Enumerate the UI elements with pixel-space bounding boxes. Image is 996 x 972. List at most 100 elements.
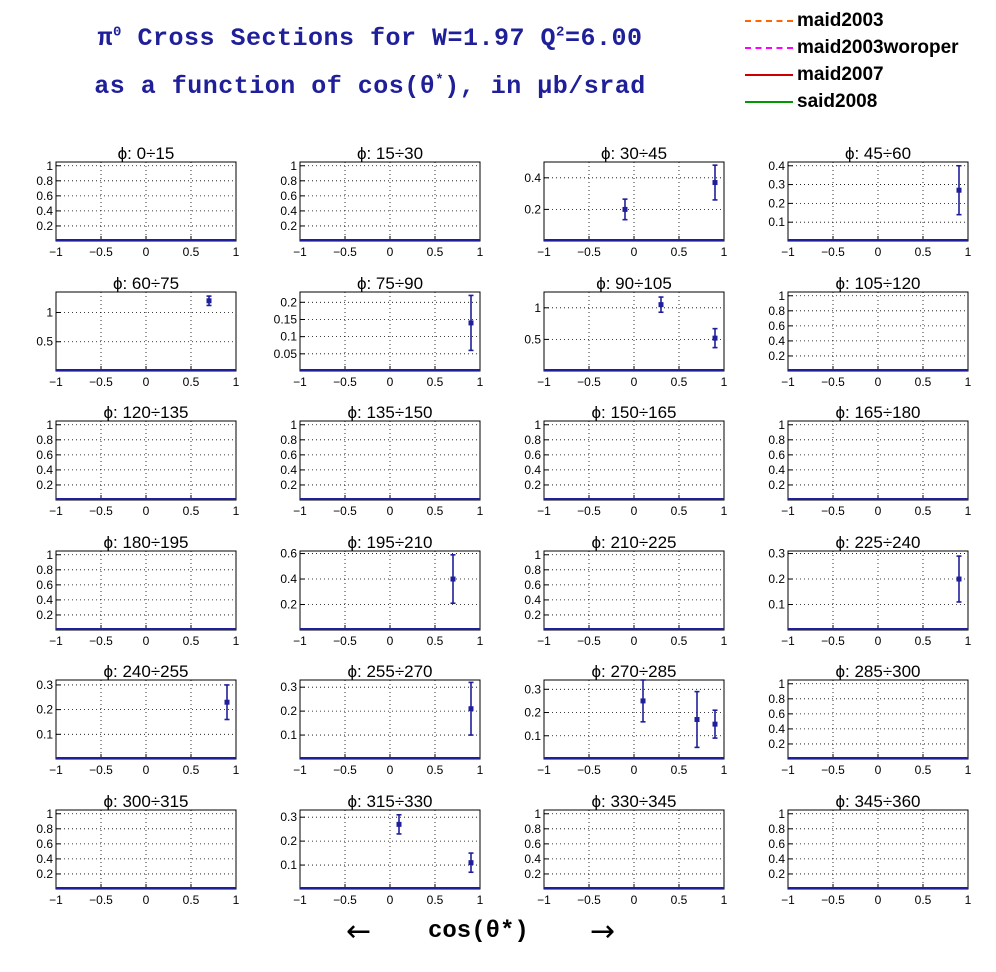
x-tick-label: 0 [875,504,882,518]
y-tick-label: 1 [778,807,785,821]
panel-2: ϕ: 30÷45 −1 −0.5 0 0.5 1 0.2 0.4 [524,144,727,259]
x-tick-label: −0.5 [89,504,113,518]
x-tick-label: −1 [293,634,307,648]
y-tick-label: 1 [778,677,785,691]
y-tick-label: 0.2 [36,478,53,492]
x-tick-label: −1 [537,893,551,907]
x-tick-label: 0.5 [915,763,932,777]
panel-frame [543,809,725,890]
x-tick-label: −0.5 [577,504,601,518]
data-point [712,335,718,341]
data-point [224,699,230,705]
x-tick-label: 0.5 [183,893,200,907]
legend-swatch-said2008 [745,101,793,103]
y-tick-label: 0.4 [768,463,785,477]
title-line2-unit: ), in μb/srad [444,72,646,101]
x-tick-label: 1 [233,245,240,259]
panel-frame [787,809,969,890]
x-tick-label: −1 [293,504,307,518]
x-tick-label: 0 [631,375,638,389]
x-tick-label: 0.5 [427,763,444,777]
panel-13: ϕ: 195÷210 −1 −0.5 0 0.5 1 0.2 0.4 0.6 [280,533,483,648]
panel-frame [543,161,725,242]
y-tick-label: 0.8 [36,433,53,447]
y-tick-label: 1 [290,418,297,432]
y-tick-label: 0.2 [280,704,297,718]
y-tick-label: 0.4 [280,463,297,477]
panel-14: ϕ: 210÷225−1 −0.5 0 0.5 10.20.40.60.81 [524,533,727,648]
x-tick-label: 0 [875,245,882,259]
y-tick-label: 1 [778,289,785,303]
y-tick-label: 0.1 [768,215,785,229]
x-tick-label: 1 [477,763,484,777]
x-tick-label: −1 [781,763,795,777]
legend-entry-said2008: said2008 [745,89,990,116]
x-tick-label: 1 [721,893,728,907]
legend-label-maid2007: maid2007 [797,64,884,85]
y-tick-label: 0.2 [280,834,297,848]
x-tick-label: −0.5 [333,763,357,777]
y-tick-label: 0.8 [36,563,53,577]
x-tick-label: 1 [477,245,484,259]
data-point [468,706,474,712]
x-tick-label: 1 [477,504,484,518]
legend-entry-maid2007: maid2007 [745,62,990,89]
panel-title: ϕ: 195÷210 [347,533,432,552]
y-tick-label: 0.6 [768,837,785,851]
x-tick-label: 1 [965,634,972,648]
x-tick-label: 0 [387,763,394,777]
x-tick-label: 0 [143,763,150,777]
chart-title-line-2: as a function of cos(θ*), in μb/srad [0,72,740,101]
x-tick-label: 1 [233,634,240,648]
y-tick-label: 0.2 [280,478,297,492]
data-point [956,576,962,582]
title-line1-value: =6.00 [564,24,643,53]
x-tick-label: 0 [143,634,150,648]
x-tick-label: 0 [387,504,394,518]
x-tick-label: 0.5 [915,634,932,648]
x-tick-label: −1 [49,893,63,907]
x-tick-label: 1 [477,893,484,907]
x-tick-label: 1 [233,763,240,777]
panel-title: ϕ: 315÷330 [347,792,432,811]
x-tick-label: −1 [293,375,307,389]
panel-frame [55,679,237,760]
x-axis-label: cos(θ*) [428,918,529,945]
y-tick-label: 1 [778,418,785,432]
y-tick-label: 0.8 [36,174,53,188]
panel-11: ϕ: 165÷180−1 −0.5 0 0.5 10.20.40.60.81 [768,403,971,518]
x-tick-label: 0.5 [183,504,200,518]
legend-entry-maid2003: maid2003 [745,8,990,35]
x-tick-label: −0.5 [577,245,601,259]
x-tick-label: 1 [477,634,484,648]
y-tick-label: 0.2 [768,572,785,586]
panel-frame [55,809,237,890]
y-tick-label: 0.8 [280,433,297,447]
right-arrow-icon: → [590,914,616,949]
x-tick-label: 0 [387,375,394,389]
x-tick-label: 1 [233,375,240,389]
x-tick-label: −0.5 [333,375,357,389]
y-tick-label: 0.6 [768,707,785,721]
y-tick-label: 0.4 [768,334,785,348]
x-tick-label: 0.5 [671,634,688,648]
x-tick-label: −0.5 [89,763,113,777]
legend-label-said2008: said2008 [797,91,878,112]
panel-title: ϕ: 255÷270 [347,662,432,681]
y-tick-label: 0.1 [36,727,53,741]
title-line1-text: Cross Sections for W=1.97 Q [121,24,557,53]
y-tick-label: 0.2 [280,219,297,233]
x-tick-label: −1 [537,634,551,648]
panel-title: ϕ: 330÷345 [591,792,676,811]
x-tick-label: 0 [875,375,882,389]
x-tick-label: 0 [631,504,638,518]
x-tick-label: −1 [781,375,795,389]
legend-swatch-maid2003woroper [745,47,793,49]
x-tick-label: 1 [965,893,972,907]
y-tick-label: 0.3 [524,682,541,696]
x-tick-label: 0.5 [427,245,444,259]
y-tick-label: 1 [46,418,53,432]
title-line2-superscript: * [435,72,445,89]
y-tick-label: 0.6 [524,448,541,462]
y-tick-label: 1 [46,807,53,821]
